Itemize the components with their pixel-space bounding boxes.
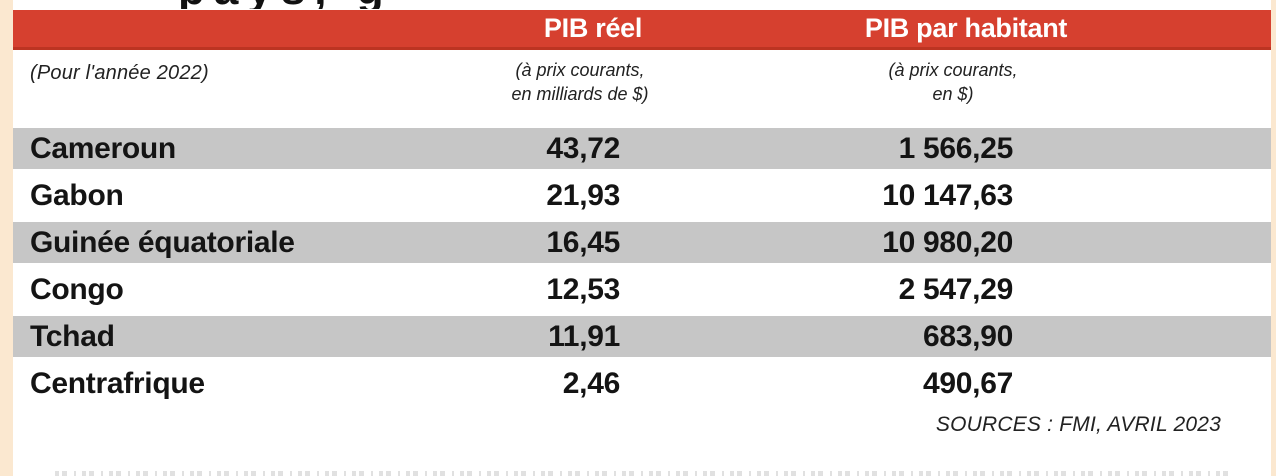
pib-par-habitant-cell: 683,90 (923, 319, 1013, 353)
country-cell: Tchad (30, 319, 115, 353)
pib-reel-cell: 16,45 (546, 225, 620, 259)
pib-reel-cell: 12,53 (546, 272, 620, 306)
source-note: SOURCES : FMI, AVRIL 2023 (935, 413, 1221, 436)
table-row: Gabon 21,93 10 147,63 (13, 172, 1271, 219)
header-band: PIB réel PIB par habitant (13, 10, 1271, 50)
table-body: Cameroun 43,72 1 566,25 Gabon 21,93 10 1… (13, 125, 1271, 407)
subtitle-line: (à prix courants, (515, 60, 645, 80)
table-row: Tchad 11,91 683,90 (13, 313, 1271, 360)
cropped-title-text: pays, g (178, 0, 438, 9)
pib-par-habitant-cell: 10 980,20 (882, 225, 1013, 259)
table-row: Guinée équatoriale 16,45 10 980,20 (13, 219, 1271, 266)
country-cell: Gabon (30, 178, 124, 212)
column-header-pib-par-habitant: PIB par habitant (864, 13, 1068, 43)
period-note: (Pour l'année 2022) (30, 62, 209, 84)
subtitle-line: en $) (932, 84, 974, 104)
table-row: Centrafrique 2,46 490,67 (13, 360, 1271, 407)
country-cell: Congo (30, 272, 124, 306)
pib-reel-cell: 43,72 (546, 131, 620, 165)
cropped-title: pays, g (178, 0, 438, 9)
country-cell: Cameroun (30, 131, 176, 165)
pib-par-habitant-cell: 10 147,63 (882, 178, 1013, 212)
pib-par-habitant-cell: 490,67 (923, 366, 1013, 400)
table-row: Congo 12,53 2 547,29 (13, 266, 1271, 313)
column-subtitle-pib-par-habitant: (à prix courants, en $) (753, 58, 1153, 106)
pib-reel-cell: 21,93 (546, 178, 620, 212)
pib-par-habitant-cell: 1 566,25 (898, 131, 1014, 165)
subtitle-line: (à prix courants, (888, 60, 1018, 80)
pib-reel-cell: 2,46 (562, 366, 621, 400)
pib-par-habitant-cell: 2 547,29 (898, 272, 1014, 306)
country-cell: Guinée équatoriale (30, 225, 295, 259)
cropped-caption-fragment (55, 471, 1230, 476)
column-subtitle-pib-reel: (à prix courants, en milliards de $) (437, 58, 723, 106)
country-cell: Centrafrique (30, 366, 205, 400)
pib-reel-cell: 11,91 (548, 319, 620, 353)
column-header-pib-reel: PIB réel (543, 13, 643, 43)
table-row: Cameroun 43,72 1 566,25 (13, 125, 1271, 172)
subtitle-line: en milliards de $) (511, 84, 649, 104)
